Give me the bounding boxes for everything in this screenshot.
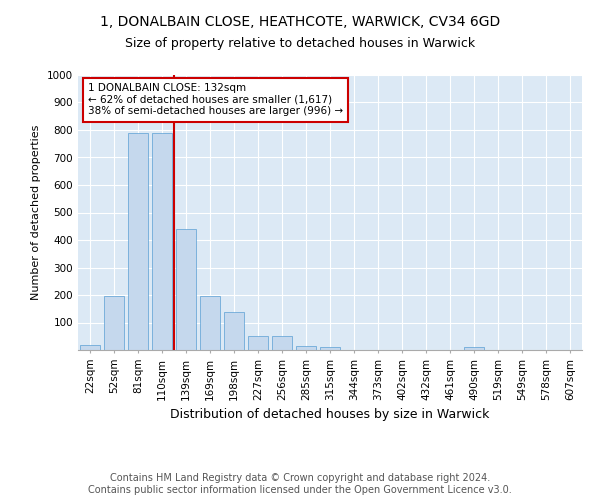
Bar xyxy=(464,348,484,350)
Bar xyxy=(128,132,148,350)
Text: Size of property relative to detached houses in Warwick: Size of property relative to detached ho… xyxy=(125,38,475,51)
Text: 1 DONALBAIN CLOSE: 132sqm
← 62% of detached houses are smaller (1,617)
38% of se: 1 DONALBAIN CLOSE: 132sqm ← 62% of detac… xyxy=(88,83,343,116)
Text: Contains HM Land Registry data © Crown copyright and database right 2024.
Contai: Contains HM Land Registry data © Crown c… xyxy=(88,474,512,495)
Bar xyxy=(248,336,268,350)
Bar xyxy=(152,132,172,350)
X-axis label: Distribution of detached houses by size in Warwick: Distribution of detached houses by size … xyxy=(170,408,490,421)
Bar xyxy=(200,296,220,350)
Y-axis label: Number of detached properties: Number of detached properties xyxy=(31,125,41,300)
Bar xyxy=(80,344,100,350)
Bar xyxy=(104,296,124,350)
Text: 1, DONALBAIN CLOSE, HEATHCOTE, WARWICK, CV34 6GD: 1, DONALBAIN CLOSE, HEATHCOTE, WARWICK, … xyxy=(100,15,500,29)
Bar xyxy=(176,229,196,350)
Bar xyxy=(296,346,316,350)
Bar xyxy=(320,348,340,350)
Bar xyxy=(272,336,292,350)
Bar xyxy=(224,312,244,350)
